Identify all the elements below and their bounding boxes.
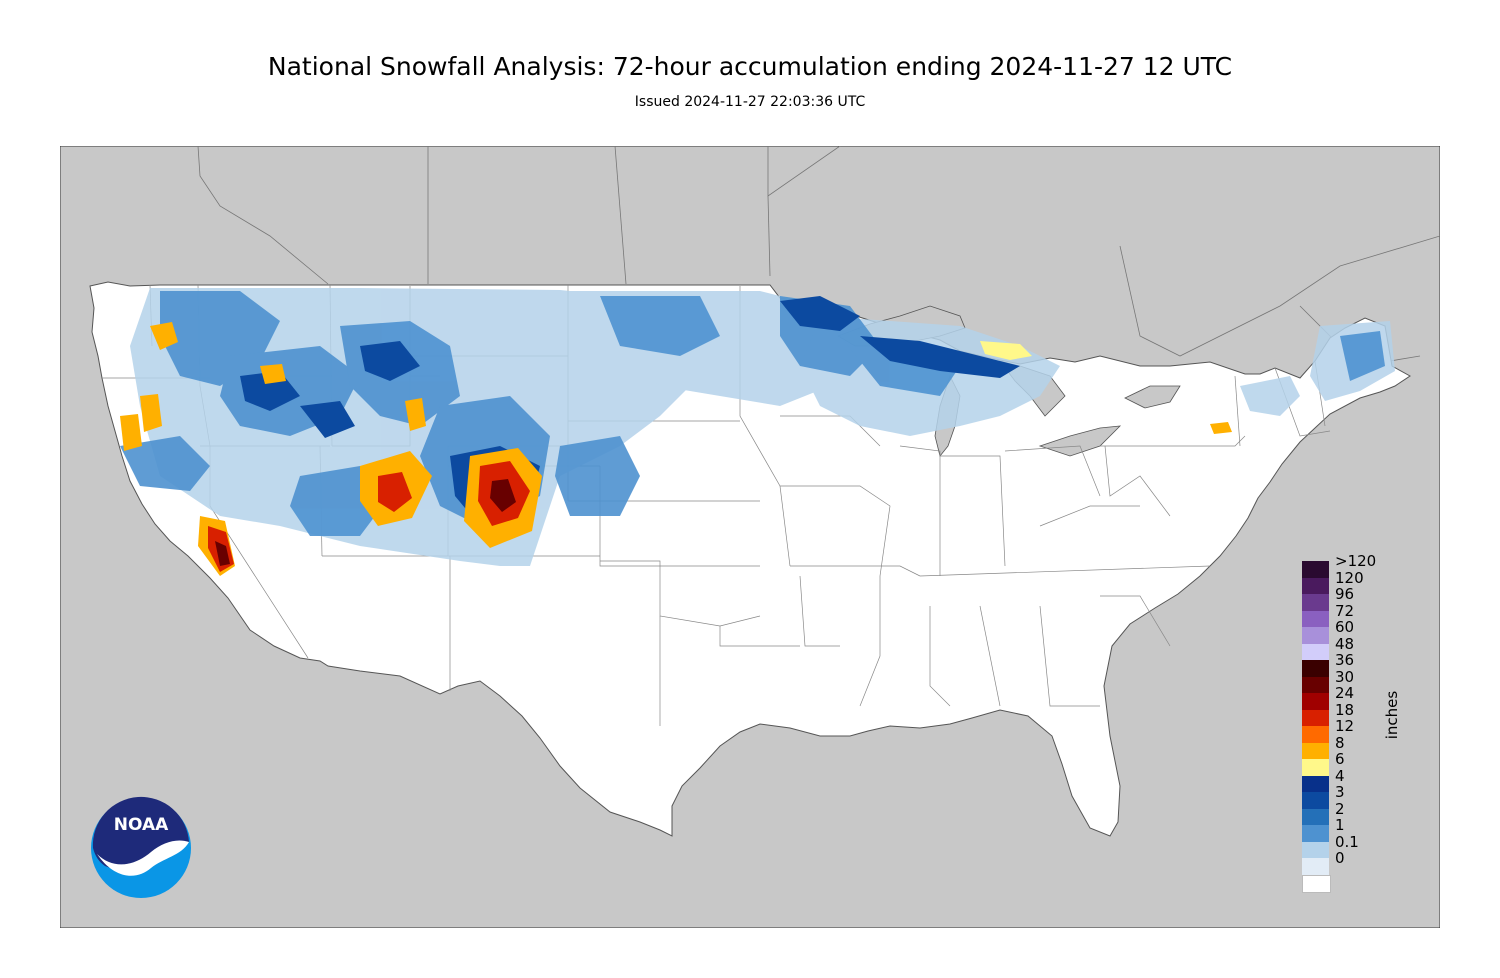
- legend-swatch: [1302, 693, 1329, 710]
- legend-label: 3: [1335, 783, 1345, 801]
- legend-label: 4: [1335, 766, 1345, 785]
- legend-swatch: [1302, 874, 1331, 893]
- snowfall-shading: [120, 288, 1395, 576]
- legend-swatch: [1302, 577, 1329, 594]
- legend-swatch: [1302, 825, 1329, 842]
- issued-timestamp: Issued 2024-11-27 22:03:36 UTC: [634, 94, 866, 110]
- legend-label: 48: [1335, 634, 1355, 653]
- legend-label: 0: [1335, 849, 1345, 867]
- legend-label: 12: [1335, 717, 1355, 735]
- canada-borders: [197, 146, 1440, 367]
- legend-swatch: [1302, 676, 1329, 693]
- legend-swatch: [1302, 726, 1329, 743]
- legend-label: 72: [1335, 601, 1355, 620]
- legend-swatch: [1302, 841, 1329, 858]
- legend-label: 8: [1335, 733, 1345, 752]
- legend-label: 18: [1335, 700, 1355, 719]
- legend-label: 0.1: [1335, 832, 1359, 851]
- legend-label: 36: [1335, 651, 1355, 669]
- snowfall-map: [60, 146, 1440, 928]
- legend-units-label: inches: [1383, 690, 1401, 740]
- legend-swatch: [1302, 759, 1329, 776]
- legend-swatch: [1302, 627, 1329, 644]
- legend-swatch: [1302, 594, 1329, 611]
- legend-swatch: [1302, 643, 1329, 660]
- noaa-logo: NOAA: [91, 796, 191, 898]
- legend-swatch: [1302, 808, 1329, 825]
- legend-swatch: [1302, 775, 1329, 792]
- legend-swatch: [1302, 610, 1329, 627]
- legend-label: 30: [1335, 667, 1355, 686]
- noaa-logo-text: NOAA: [114, 815, 169, 835]
- legend-swatch: [1302, 561, 1329, 578]
- legend-label: >120: [1335, 552, 1377, 570]
- legend-swatch: [1302, 792, 1329, 809]
- legend-label: 2: [1335, 799, 1345, 818]
- legend-label: 96: [1335, 585, 1355, 603]
- legend-label: 1: [1335, 816, 1345, 834]
- map-title: National Snowfall Analysis: 72-hour accu…: [267, 52, 1233, 81]
- legend-label: 120: [1335, 568, 1364, 587]
- legend-label: 24: [1335, 684, 1355, 702]
- legend-swatch: [1302, 858, 1329, 875]
- legend-swatch: [1302, 709, 1329, 726]
- legend-label: 60: [1335, 618, 1355, 636]
- legend-swatch: [1302, 742, 1329, 759]
- legend-swatch: [1302, 660, 1329, 677]
- legend-label: 6: [1335, 750, 1345, 768]
